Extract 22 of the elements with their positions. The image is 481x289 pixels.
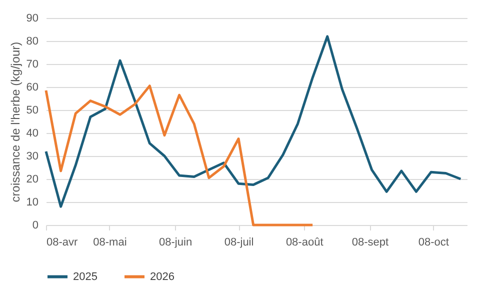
x-tick-label: 08-avr bbox=[46, 236, 78, 248]
x-tick-label: 08-sept bbox=[352, 236, 389, 248]
y-tick-label: 30 bbox=[26, 150, 38, 162]
y-tick-label: 60 bbox=[26, 82, 38, 94]
y-tick-label: 0 bbox=[32, 220, 38, 232]
y-tick-label: 40 bbox=[26, 128, 38, 140]
x-tick-label: 08-juin bbox=[159, 236, 192, 248]
y-tick-label: 20 bbox=[26, 174, 38, 186]
y-axis-title: croissance de l'herbe (kg/jour) bbox=[8, 42, 22, 202]
y-tick-label: 10 bbox=[26, 196, 38, 208]
legend-label: 2026 bbox=[150, 270, 174, 283]
y-tick-label: 90 bbox=[26, 12, 38, 24]
x-tick-label: 08-mai bbox=[93, 236, 127, 248]
y-tick-label: 70 bbox=[26, 58, 38, 70]
y-tick-label: 80 bbox=[26, 36, 38, 48]
x-tick-label: 08-juil bbox=[224, 236, 254, 248]
legend-label: 2025 bbox=[73, 270, 98, 283]
x-tick-label: 08-août bbox=[286, 236, 324, 248]
y-tick-label: 50 bbox=[26, 104, 38, 116]
x-tick-label: 08-oct bbox=[418, 236, 449, 248]
line-series bbox=[44, 84, 314, 226]
line-series bbox=[44, 35, 462, 208]
